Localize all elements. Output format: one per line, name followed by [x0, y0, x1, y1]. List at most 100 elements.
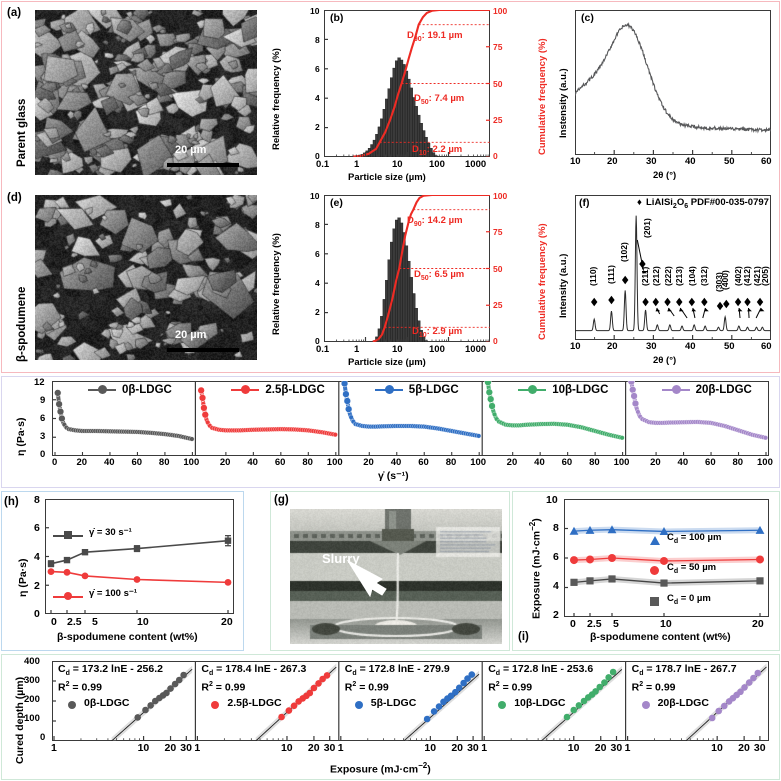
viscosity-xtick: 20 [76, 457, 88, 468]
sem-image-beta-spodumene [35, 195, 257, 360]
panel-j-row: Cured depth (µm) Exposure (mJ·cm−2) 400 … [0, 654, 781, 780]
panel-f-hkl-label: (111) [605, 265, 616, 284]
viscosity-xtick: 80 [732, 457, 744, 468]
panel-b: Relative frequency (%) Cumulative freque… [271, 6, 548, 183]
panel-h-series-label-0: γ̇ = 30 s⁻¹ [89, 527, 132, 538]
panel-f-tag: (f) [579, 197, 590, 209]
panel-j-xtick: 30 [467, 742, 479, 754]
panel-e-ylabel-left: Relative frequency (%) [271, 233, 282, 335]
viscosity-xtick: 100 [613, 457, 630, 468]
panel-g-tag: (g) [274, 494, 289, 506]
panel-i: (i) Exposure (mJ·cm−2) β-spodumene conte… [512, 491, 780, 651]
panel-j-xtick: 10 [137, 742, 150, 754]
sem-image-parent-glass [35, 10, 257, 175]
viscosity-legend-label: 10β-LDGC [552, 384, 609, 396]
group-frame-i [512, 491, 780, 651]
viscosity-xtick: 80 [302, 457, 313, 468]
panel-f-hkl-label: (412) [742, 266, 753, 286]
panel-j-legend-label: 2.5β-LDGC [227, 697, 282, 709]
panel-f-xlabel: 2θ (°) [653, 355, 677, 366]
viscosity-xtick: 40 [677, 457, 689, 468]
viscosity-xtick: 60 [705, 457, 716, 468]
group-frame-powder-characterization [1, 1, 780, 373]
panel-d-tag: (d) [7, 192, 22, 204]
panel-j-xtick: 30 [180, 742, 192, 754]
panel-f-hkl-label: (211) [640, 266, 651, 286]
panel-e-annot-d90: D90: 14.2 µm [407, 215, 463, 228]
viscosity-xtick: 100 [183, 457, 200, 468]
slurry-arrow-icon [346, 559, 387, 598]
panel-j-legend-label: 20β-LDGC [657, 697, 709, 709]
panel-j-legend-marker [211, 701, 220, 709]
panel-c-xlabel: 2θ (°) [653, 170, 677, 181]
panel-f-hkl-label: (400) [720, 270, 731, 290]
panel-f-ylabel: Intensity (a.u.) [558, 253, 569, 318]
panel-j-xtick: 20 [594, 742, 607, 754]
viscosity-legend-marker [528, 385, 538, 394]
panel-j-xtick: 10 [280, 742, 293, 754]
panel-c-ylabel: Instensity (a.u.) [558, 68, 569, 138]
panel-f-hkl-label: (110) [588, 266, 599, 286]
panel-c: (c) Instensity (a.u.) 2θ (°) 10 20 30 40… [558, 10, 772, 181]
panel-b-annot-d90: D90: 19.1 µm [407, 30, 463, 43]
panel-f-phase-marker: ♦ [637, 197, 642, 208]
panel-c-tag: (c) [581, 12, 594, 24]
panel-e-annot-d10: D10: 2.9 µm [412, 326, 463, 339]
panel-j-xlabel: Exposure (mJ·cm−2) [330, 761, 431, 776]
panel-j-xtick: 20 [307, 742, 320, 754]
viscosity-legend-label: 0β-LDGC [122, 384, 172, 396]
panel-j-xtick: 1 [624, 742, 631, 754]
panel-b-annot-d10: D10: 2.2 µm [412, 144, 463, 157]
viscosity-xtick: 20 [650, 457, 661, 468]
panel-f-hkl-label: (222) [662, 266, 673, 286]
viscosity-legend-marker [384, 385, 394, 394]
viscosity-xtick: 60 [561, 457, 573, 468]
panel-j-legend-marker [641, 701, 650, 709]
viscosity-legend-label: 5β-LDGC [408, 384, 459, 396]
panel-j-r2: R2 = 0.99 [344, 681, 389, 694]
viscosity-xtick: 60 [418, 457, 429, 468]
panel-e: Relative frequency (%) Cumulative freque… [271, 191, 548, 368]
panel-a: (a) Parent glass 20 µm [5, 5, 260, 183]
panel-h: (h) η (Pa·s) β-spodumene content (wt%) 8… [4, 494, 234, 643]
panel-c-plot-area [575, 10, 771, 155]
scalebar-a [167, 163, 239, 167]
panel-b-canvas [324, 10, 490, 157]
panel-f-hkl-label: (104) [687, 266, 697, 286]
panel-j-xtick: 20 [164, 742, 177, 754]
viscosity-canvas [52, 381, 768, 456]
panel-i-canvas [564, 499, 765, 617]
scalebar-a-label: 20 µm [175, 144, 207, 156]
panel-h-legend-marker [64, 592, 72, 600]
viscosity-xtick: 80 [445, 457, 457, 468]
panel-j-legend-marker [498, 701, 507, 709]
panel-f-hkl-label: (212) [650, 266, 661, 286]
panel-i-series-label-0: Cd = 100 µm [667, 532, 722, 545]
panel-j-xtick: 10 [424, 742, 437, 754]
panel-e-tag: (e) [330, 197, 343, 209]
panel-j-xtick: 1 [481, 742, 488, 754]
viscosity-xtick: 20 [506, 457, 518, 468]
panel-j-xtick: 30 [753, 742, 766, 754]
panel-j-xtick: 20 [738, 742, 750, 754]
panel-j-equation: Cd = 172.8 lnE - 279.9 [344, 663, 450, 678]
panel-b-ylabel-left: Relative frequency (%) [271, 48, 282, 150]
panel-a-tag: (a) [7, 7, 22, 19]
panel-j-r2: R2 = 0.99 [631, 681, 676, 694]
panel-j-legend-marker [68, 701, 76, 709]
viscosity-xtick: 100 [470, 457, 487, 468]
panel-j-legend-label: 0β-LDGC [84, 697, 130, 709]
panel-j-r2: R2 = 0.99 [201, 681, 246, 694]
panel-h-legend-marker [64, 531, 72, 539]
panel-g: (g) Slurry [270, 491, 510, 651]
panel-f-phase-legend: LiAlSi2O6 PDF#00-035-0797 [646, 197, 769, 210]
panel-j-r2: R2 = 0.99 [58, 681, 102, 694]
panel-viscosity-row: η (Pa·s) γ̇ (s⁻¹) 12 9 6 3 0 0 20 40 60 80 10… [15, 377, 773, 482]
panel-h-canvas [45, 499, 232, 614]
panel-j-xtick: 1 [51, 742, 57, 754]
panel-f: (f) ♦ LiAlSi2O6 PDF#00-035-0797 Intensit… [558, 195, 772, 366]
panel-j-xtick: 10 [711, 742, 723, 754]
panel-j-xtick: 1 [337, 742, 344, 754]
panel-j-equation: Cd = 173.2 lnE - 256.2 [58, 663, 163, 678]
panel-h-xlabel: β-spodumene content (wt%) [57, 631, 198, 643]
